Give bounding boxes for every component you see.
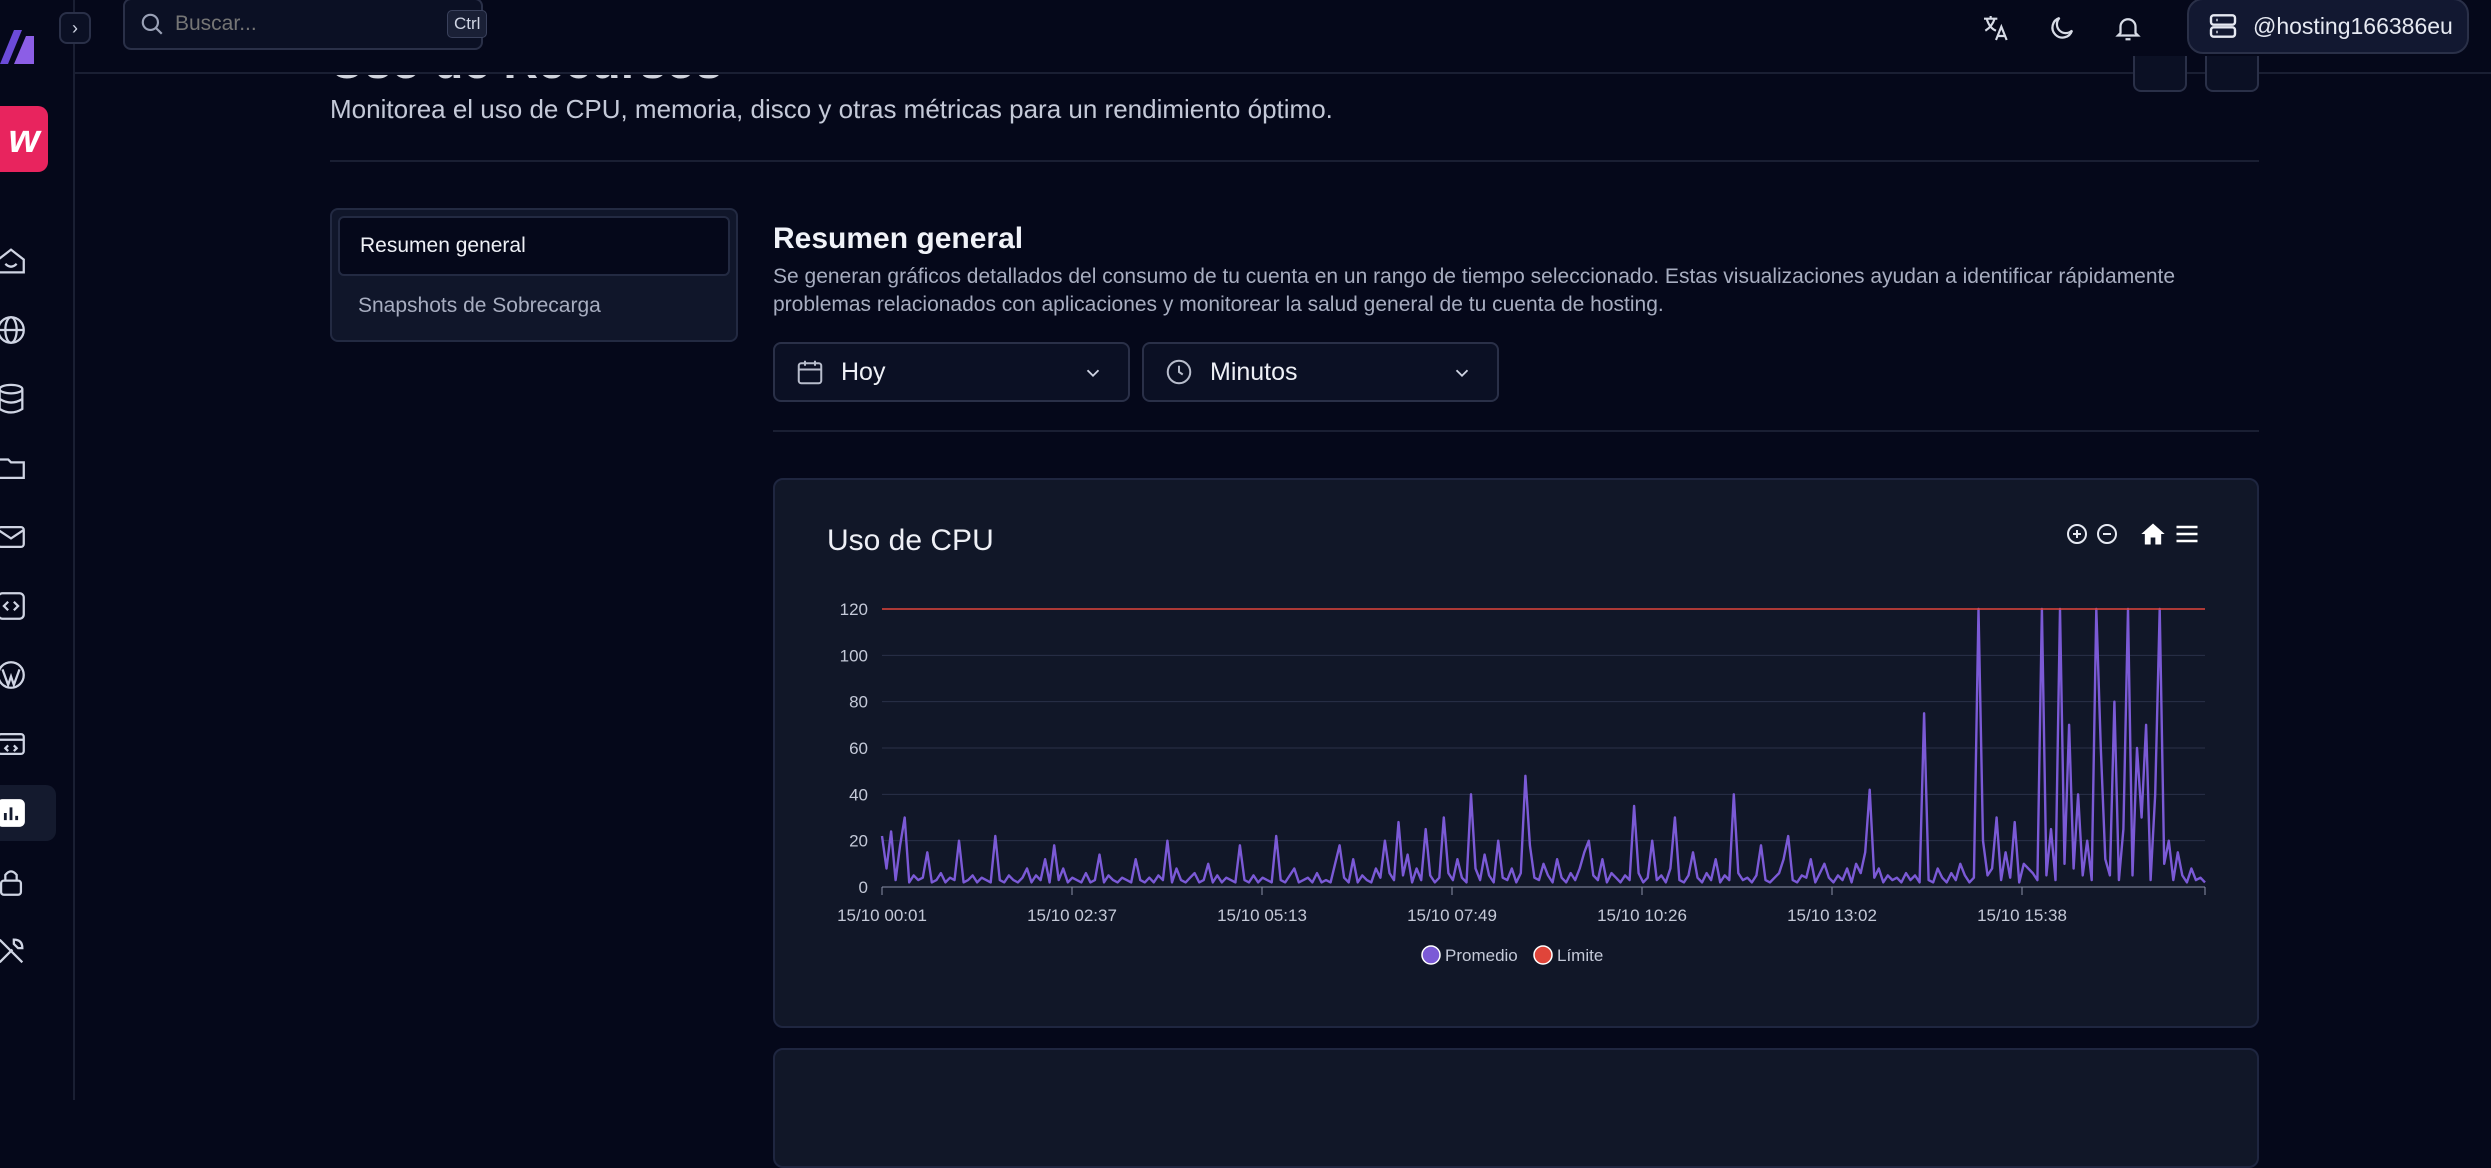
tools-icon xyxy=(0,938,24,964)
legend-marker xyxy=(1421,945,1441,965)
nav-tools[interactable] xyxy=(0,923,56,979)
header-action-2[interactable] xyxy=(2205,56,2259,92)
bell-icon xyxy=(2115,18,2141,41)
home-icon xyxy=(0,248,25,274)
subnav: Resumen general Snapshots de Sobrecarga xyxy=(330,208,738,342)
range-select-value: Hoy xyxy=(841,357,886,386)
chart-toolbar xyxy=(2065,520,2201,548)
zoom-out-icon[interactable] xyxy=(2095,522,2119,546)
kbd-ctrl: Ctrl xyxy=(447,10,488,38)
top-bar: Ctrl @hosting166386eu xyxy=(75,0,2491,74)
search-input[interactable] xyxy=(175,12,375,36)
zoom-in-icon[interactable] xyxy=(2065,522,2089,546)
y-tick-label: 80 xyxy=(849,693,868,712)
y-tick-label: 100 xyxy=(840,646,868,665)
legend-label: Límite xyxy=(1557,946,1603,965)
subnav-item-overview[interactable]: Resumen general xyxy=(338,216,730,276)
search-box[interactable]: Ctrl xyxy=(123,0,488,50)
left-rail: w xyxy=(0,0,75,1100)
chevron-right-icon: › xyxy=(72,17,78,38)
account-menu[interactable]: @hosting166386eu xyxy=(2187,0,2469,54)
x-tick-label: 15/10 15:38 xyxy=(1977,906,2067,925)
cpu-chart-card: Uso de CPU 0 20 40 60 80 100 120 15/10 00:01 15/… xyxy=(773,478,2259,1028)
nav-databases[interactable] xyxy=(0,371,56,427)
nav-files[interactable] xyxy=(0,440,56,496)
x-tick-label: 15/10 07:49 xyxy=(1407,906,1497,925)
translate-icon xyxy=(1984,16,2008,41)
account-username: @hosting166386eu xyxy=(2253,12,2453,39)
app-window-icon xyxy=(0,732,25,756)
cpu-chart: 0 20 40 60 80 100 120 15/10 00:01 15/10 02:37 15/… xyxy=(837,600,2206,965)
memory-chart-card xyxy=(773,1048,2259,1168)
y-tick-label: 60 xyxy=(849,739,868,758)
brand-letter: w xyxy=(8,116,40,161)
sidebar-toggle[interactable]: › xyxy=(59,12,91,44)
subnav-item-snapshots[interactable]: Snapshots de Sobrecarga xyxy=(338,276,730,336)
page-title: Uso de Recursos xyxy=(330,75,722,90)
moon-icon xyxy=(2051,16,2074,39)
server-icon xyxy=(2209,14,2237,38)
clock-icon xyxy=(1166,359,1192,385)
notifications-button[interactable] xyxy=(2110,10,2146,46)
page-subtitle: Monitorea el uso de CPU, memoria, disco … xyxy=(330,94,1333,124)
nav-resources[interactable] xyxy=(0,785,56,841)
series-line-avg xyxy=(880,607,2206,884)
subnav-label: Resumen general xyxy=(360,234,526,257)
header-divider xyxy=(330,160,2259,162)
translate-button[interactable] xyxy=(1978,10,2014,46)
nav-security[interactable] xyxy=(0,854,56,910)
brand-logo[interactable]: w xyxy=(0,106,48,172)
range-select[interactable]: Hoy xyxy=(773,342,1130,402)
x-tick-label: 15/10 05:13 xyxy=(1217,906,1307,925)
search-icon xyxy=(141,13,163,35)
database-icon xyxy=(0,383,24,414)
section-title: Resumen general xyxy=(773,222,1024,255)
granularity-select-value: Minutos xyxy=(1210,357,1298,386)
legend-marker xyxy=(1533,945,1553,965)
x-tick-label: 15/10 02:37 xyxy=(1027,906,1117,925)
nav-domains[interactable] xyxy=(0,302,56,358)
wordpress-icon xyxy=(0,661,25,689)
header-action-1[interactable] xyxy=(2133,56,2187,92)
bar-chart-icon xyxy=(0,799,25,827)
granularity-select[interactable]: Minutos xyxy=(1142,342,1499,402)
y-tick-label: 120 xyxy=(840,600,868,619)
y-tick-label: 0 xyxy=(859,878,868,897)
y-tick-label: 20 xyxy=(849,832,868,851)
nav-home[interactable] xyxy=(0,233,56,289)
globe-icon xyxy=(0,316,25,344)
nav-email[interactable] xyxy=(0,509,56,565)
mail-icon xyxy=(0,525,25,549)
app-logo[interactable] xyxy=(0,26,36,66)
home-reset-icon[interactable] xyxy=(2139,520,2167,548)
subnav-label: Snapshots de Sobrecarga xyxy=(358,294,601,317)
code-icon xyxy=(0,592,25,620)
filters-divider xyxy=(773,430,2259,432)
chevron-down-icon xyxy=(1455,369,1469,378)
x-tick-label: 15/10 13:02 xyxy=(1787,906,1877,925)
theme-toggle[interactable] xyxy=(2044,10,2080,46)
lock-icon xyxy=(0,870,23,896)
nav-code[interactable] xyxy=(0,578,56,634)
x-tick-label: 15/10 10:26 xyxy=(1597,906,1687,925)
chart-title: Uso de CPU xyxy=(827,524,994,557)
folder-icon xyxy=(0,458,25,480)
section-description: Se generan gráficos detallados del consu… xyxy=(773,265,2176,316)
chevron-down-icon xyxy=(1086,369,1100,378)
nav-wordpress[interactable] xyxy=(0,647,56,703)
legend-label: Promedio xyxy=(1445,946,1518,965)
x-tick-label: 15/10 00:01 xyxy=(837,906,927,925)
menu-icon[interactable] xyxy=(2173,520,2201,548)
calendar-icon xyxy=(797,360,823,385)
nav-apps[interactable] xyxy=(0,716,56,772)
y-tick-label: 40 xyxy=(849,785,868,804)
